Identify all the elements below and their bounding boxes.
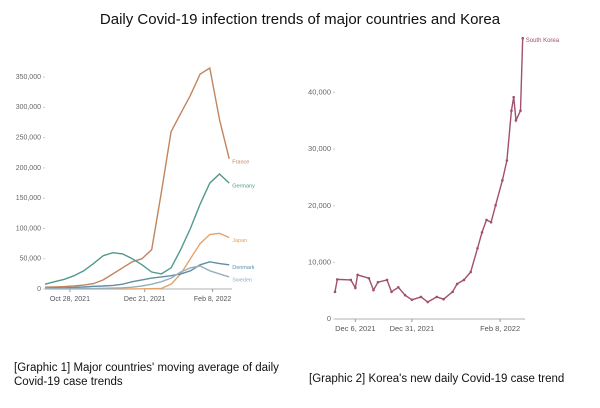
y-tick-label: 150,000 <box>16 195 41 202</box>
point <box>356 273 359 277</box>
point <box>469 270 473 274</box>
point <box>410 298 414 302</box>
point <box>510 109 513 113</box>
point <box>349 278 353 282</box>
series-line <box>45 265 230 290</box>
point <box>501 179 504 182</box>
point <box>455 282 459 286</box>
y-tick-label: 350,000 <box>16 74 41 81</box>
point <box>521 36 525 40</box>
series-line <box>44 66 230 288</box>
y-tick-label: 40,000 <box>308 88 331 97</box>
caption: [Graphic 2] Korea's new daily Covid-19 c… <box>309 373 565 385</box>
caption: [Graphic 1] Major countries' moving aver… <box>14 362 279 388</box>
point <box>480 231 484 234</box>
point <box>476 246 479 250</box>
y-tick-label: 0 <box>327 314 331 323</box>
point <box>385 278 389 282</box>
y-tick-label: 250,000 <box>16 134 41 141</box>
point <box>505 159 509 162</box>
x-tick-label: Feb 8, 2022 <box>480 324 520 333</box>
point <box>367 276 371 280</box>
y-tick-label: 20,000 <box>308 201 331 210</box>
y-tick-label: 0 <box>37 286 41 293</box>
series-label: Japan <box>232 238 247 244</box>
point <box>512 95 515 99</box>
x-tick-label: Dec 6, 2021 <box>335 324 375 333</box>
y-tick-label: 50,000 <box>20 256 42 263</box>
x-tick-label: Feb 8, 2022 <box>194 296 231 303</box>
series-label: France <box>232 159 249 165</box>
point <box>442 297 445 301</box>
point <box>519 109 522 113</box>
point <box>451 290 454 294</box>
point <box>397 286 400 289</box>
series-label: South Korea <box>526 38 560 44</box>
point <box>333 290 337 294</box>
y-tick-label: 10,000 <box>308 257 331 266</box>
series-label: Sweden <box>232 277 252 283</box>
page-title: Daily Covid-19 infection trends of major… <box>100 11 501 28</box>
point <box>489 220 493 224</box>
y-tick-label: 30,000 <box>308 144 331 153</box>
point <box>485 218 488 222</box>
point <box>419 295 423 299</box>
y-tick-label: 200,000 <box>16 165 41 172</box>
series-label: Denmark <box>232 265 255 271</box>
series-label: Germany <box>232 184 255 190</box>
x-tick-label: Dec 31, 2021 <box>390 324 435 333</box>
point <box>426 300 430 304</box>
point <box>494 203 497 207</box>
point <box>335 278 339 281</box>
point <box>372 288 375 292</box>
series-line <box>44 261 230 290</box>
x-tick-label: Dec 21, 2021 <box>124 296 166 303</box>
point <box>403 293 407 297</box>
point <box>354 286 357 290</box>
point <box>514 119 518 122</box>
y-tick-label: 300,000 <box>16 104 41 111</box>
point <box>390 290 393 294</box>
x-tick-label: Oct 28, 2021 <box>50 296 90 303</box>
series-line <box>334 38 524 303</box>
point <box>435 295 439 299</box>
series-line <box>44 173 230 285</box>
point <box>462 278 466 282</box>
point <box>376 280 380 284</box>
y-tick-label: 100,000 <box>16 225 41 232</box>
